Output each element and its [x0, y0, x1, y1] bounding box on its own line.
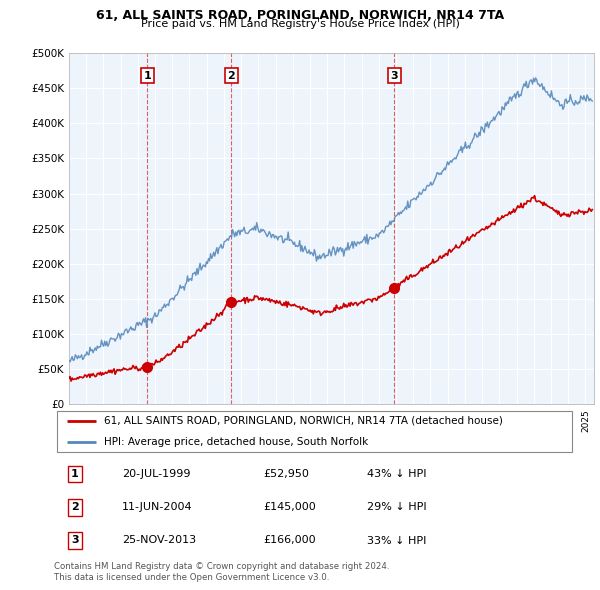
Text: 43% ↓ HPI: 43% ↓ HPI: [367, 469, 427, 479]
Text: This data is licensed under the Open Government Licence v3.0.: This data is licensed under the Open Gov…: [54, 573, 329, 582]
Text: 2: 2: [227, 71, 235, 81]
Text: 1: 1: [71, 469, 79, 479]
Text: 20-JUL-1999: 20-JUL-1999: [122, 469, 190, 479]
Text: 11-JUN-2004: 11-JUN-2004: [122, 503, 193, 512]
Text: £52,950: £52,950: [263, 469, 308, 479]
Text: 33% ↓ HPI: 33% ↓ HPI: [367, 536, 427, 546]
Text: 3: 3: [391, 71, 398, 81]
Text: 3: 3: [71, 536, 79, 546]
Text: 1: 1: [143, 71, 151, 81]
FancyBboxPatch shape: [56, 411, 572, 452]
Text: 61, ALL SAINTS ROAD, PORINGLAND, NORWICH, NR14 7TA: 61, ALL SAINTS ROAD, PORINGLAND, NORWICH…: [96, 9, 504, 22]
Text: £145,000: £145,000: [263, 503, 316, 512]
Text: Contains HM Land Registry data © Crown copyright and database right 2024.: Contains HM Land Registry data © Crown c…: [54, 562, 389, 571]
Text: 2: 2: [71, 503, 79, 512]
Text: 25-NOV-2013: 25-NOV-2013: [122, 536, 196, 546]
Text: 29% ↓ HPI: 29% ↓ HPI: [367, 503, 427, 512]
Text: Price paid vs. HM Land Registry's House Price Index (HPI): Price paid vs. HM Land Registry's House …: [140, 19, 460, 30]
Text: £166,000: £166,000: [263, 536, 316, 546]
Text: 61, ALL SAINTS ROAD, PORINGLAND, NORWICH, NR14 7TA (detached house): 61, ALL SAINTS ROAD, PORINGLAND, NORWICH…: [104, 416, 502, 426]
Text: HPI: Average price, detached house, South Norfolk: HPI: Average price, detached house, Sout…: [104, 437, 368, 447]
